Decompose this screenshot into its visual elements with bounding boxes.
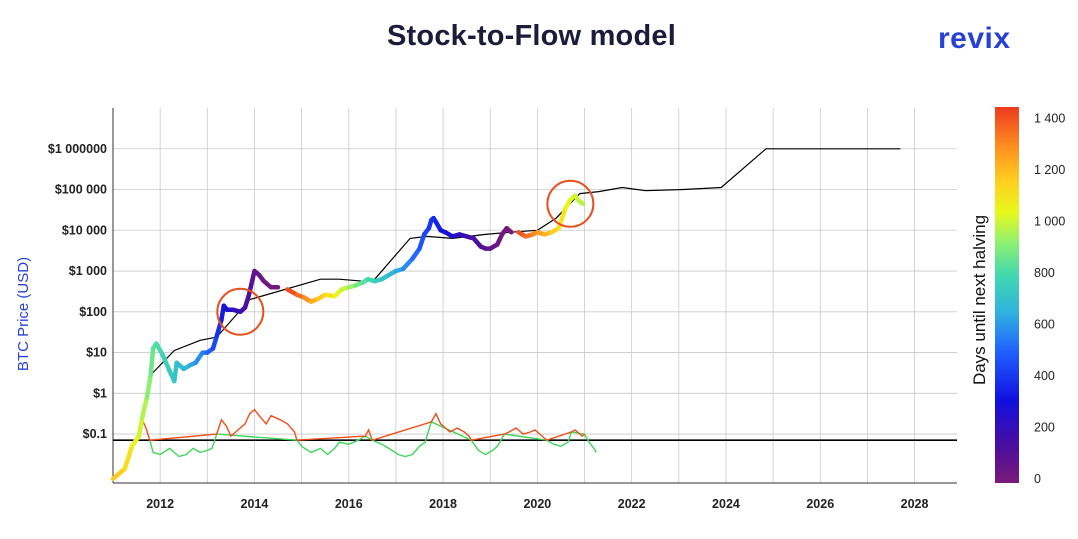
brand-logo: revix	[938, 22, 1011, 55]
x-tick-labels: 2012 2014 2016 2018 2020 2022 2024 2026 2028	[146, 497, 928, 511]
price-segment	[417, 232, 427, 251]
x-tick-label: 2020	[523, 497, 551, 511]
axes	[112, 108, 957, 484]
colorbar-tick-label: 1 000	[1034, 214, 1065, 228]
x-tick-label: 2024	[712, 497, 740, 511]
price-segment	[136, 415, 145, 439]
annotations	[216, 179, 595, 336]
price-segment	[148, 346, 156, 378]
y-tick-label: $1	[93, 386, 107, 400]
y-tick-label: $10 000	[62, 223, 107, 237]
chart-title: Stock-to-Flow model	[387, 20, 676, 52]
price-segment	[172, 360, 179, 384]
halving-circle	[546, 179, 595, 228]
price-segment	[504, 225, 514, 235]
price-series	[110, 193, 586, 482]
x-tick-label: 2014	[241, 497, 269, 511]
oscillator-series	[141, 408, 597, 458]
x-tick-label: 2016	[335, 497, 363, 511]
colorbar	[995, 107, 1019, 483]
price-segment	[110, 466, 128, 482]
x-tick-label: 2018	[429, 497, 457, 511]
price-segment	[160, 352, 172, 374]
oscillator-above-line	[141, 408, 585, 442]
x-tick-label: 2028	[901, 497, 929, 511]
y-tick-label: $100 000	[55, 183, 107, 197]
y-tick-label: $100	[79, 305, 107, 319]
colorbar-tick-label: 1 200	[1034, 163, 1065, 177]
price-segment	[246, 278, 255, 298]
colorbar-tick-label: 1 400	[1034, 111, 1065, 125]
y-tick-labels: $0.1 $1 $10 $100 $1 000 $10 000 $100 000 $1 000…	[48, 142, 107, 441]
grid-lines	[113, 108, 957, 483]
x-tick-label: 2026	[806, 497, 834, 511]
colorbar-tick-label: 600	[1034, 317, 1055, 331]
y-tick-label: $0.1	[83, 427, 107, 441]
price-segment	[577, 199, 586, 207]
colorbar-label: Days until next halving	[970, 215, 989, 385]
x-tick-label: 2022	[618, 497, 646, 511]
colorbar-tick-labels: 0 200 400 600 800 1 000 1 200 1 400	[1034, 111, 1065, 486]
price-segment	[122, 444, 135, 471]
y-axis-label: BTC Price (USD)	[15, 257, 32, 371]
y-tick-label: $1 000000	[48, 142, 107, 156]
price-segment	[139, 395, 150, 421]
colorbar-tick-label: 400	[1034, 369, 1055, 383]
colorbar-tick-label: 0	[1034, 472, 1041, 486]
y-tick-label: $10	[86, 346, 107, 360]
price-segment	[144, 372, 153, 400]
price-segment	[400, 256, 415, 272]
model-series	[150, 148, 901, 376]
colorbar-tick-label: 200	[1034, 420, 1055, 434]
x-tick-label: 2012	[146, 497, 174, 511]
colorbar-tick-label: 800	[1034, 266, 1055, 280]
y-tick-label: $1 000	[69, 264, 107, 278]
halving-circle	[216, 287, 265, 336]
model-line	[150, 148, 901, 376]
oscillator-below-line	[149, 420, 597, 458]
